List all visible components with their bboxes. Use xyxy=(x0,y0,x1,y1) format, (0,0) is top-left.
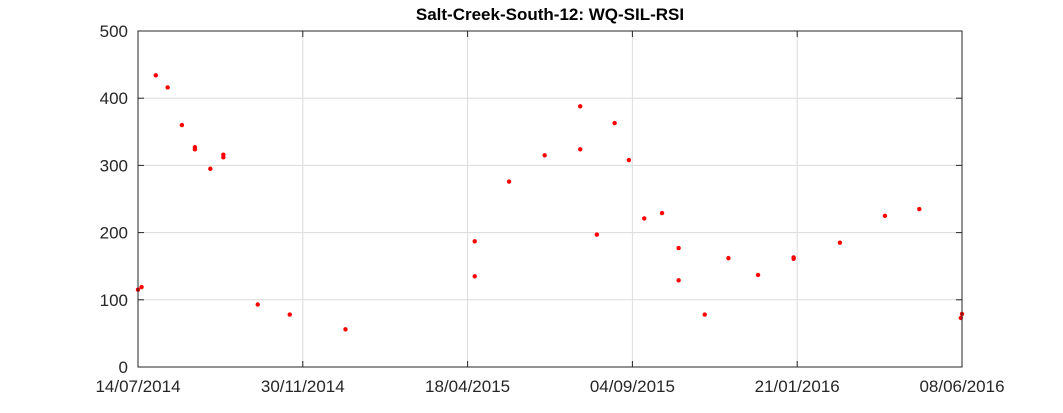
data-point xyxy=(642,216,647,221)
data-point xyxy=(542,153,547,158)
data-point xyxy=(612,120,617,126)
y-tick-label: 200 xyxy=(100,224,128,243)
y-tick-label: 300 xyxy=(100,156,128,175)
plot-frame xyxy=(137,30,963,368)
x-tick-label: 21/01/2016 xyxy=(755,377,840,396)
data-point xyxy=(221,155,226,160)
x-axis-ticks: 14/07/2014 30/11/2014 18/04/2015 04/09/2015… xyxy=(95,31,1005,396)
data-point xyxy=(139,284,144,290)
data-point xyxy=(179,122,185,128)
y-tick-label: 100 xyxy=(100,291,128,310)
data-point xyxy=(594,232,600,237)
data-point xyxy=(343,327,348,332)
data-point xyxy=(702,312,707,317)
data-point xyxy=(659,210,665,216)
x-tick-label: 04/09/2015 xyxy=(590,377,675,396)
grid-lines xyxy=(138,31,962,367)
data-point xyxy=(676,278,681,283)
data-point xyxy=(208,166,213,171)
data-point xyxy=(755,272,761,278)
y-tick-label: 400 xyxy=(100,89,128,108)
data-point xyxy=(506,179,512,184)
x-tick-label: 30/11/2014 xyxy=(261,377,345,396)
data-point xyxy=(192,147,198,152)
x-tick-label: 08/06/2016 xyxy=(919,377,1004,396)
data-point xyxy=(726,255,731,261)
data-point xyxy=(791,256,796,262)
data-point xyxy=(578,104,583,109)
data-point xyxy=(626,157,632,163)
data-point xyxy=(882,213,888,218)
y-tick-label: 0 xyxy=(119,358,128,377)
data-point xyxy=(287,312,292,317)
data-points xyxy=(135,73,965,332)
data-point xyxy=(472,274,477,279)
y-tick-label: 500 xyxy=(100,22,128,41)
data-point xyxy=(837,240,843,245)
data-point xyxy=(917,206,922,212)
data-point xyxy=(165,85,170,90)
data-point xyxy=(578,147,583,152)
data-point xyxy=(472,239,477,244)
data-point xyxy=(255,302,260,307)
chart-title: Salt-Creek-South-12: WQ-SIL-RSI xyxy=(416,5,684,24)
x-tick-label: 14/07/2014 xyxy=(95,377,180,396)
plot-area xyxy=(138,31,962,367)
y-axis-ticks: 0 100 200 300 400 500 xyxy=(100,22,962,377)
data-point xyxy=(153,73,158,78)
x-tick-label: 18/04/2015 xyxy=(425,377,510,396)
data-point xyxy=(676,245,681,251)
